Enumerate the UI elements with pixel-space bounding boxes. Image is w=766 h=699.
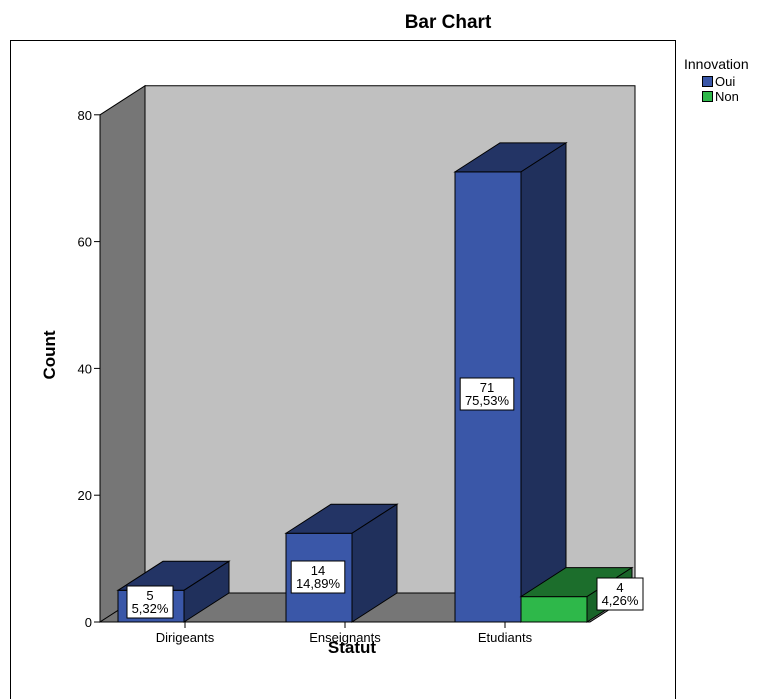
x-axis-title: Statut	[328, 638, 377, 657]
x-tick-label: Dirigeants	[156, 630, 215, 645]
data-label-oui-etudiants-box	[459, 377, 515, 411]
data-label-non-etudiants-percent: 4,26%	[602, 593, 639, 608]
data-label-oui-dirigeants-percent: 5,32%	[132, 601, 169, 616]
legend-swatch-non	[702, 91, 713, 102]
legend-label-non: Non	[715, 89, 739, 104]
data-label-non-etudiants-box	[596, 577, 644, 611]
legend-item-non: Non	[702, 89, 749, 104]
y-tick-label: 60	[78, 235, 92, 250]
data-label-oui-etudiants-count: 71	[480, 380, 494, 395]
data-label-oui-enseignants-count: 14	[311, 563, 325, 578]
x-tick-label: Etudiants	[478, 630, 533, 645]
side-wall	[99, 84, 146, 623]
legend-label-oui: Oui	[715, 74, 736, 89]
data-label-non-etudiants: 44,26%	[596, 577, 644, 611]
y-axis-title: Count	[40, 330, 59, 379]
legend-swatch-oui	[702, 76, 713, 87]
x-tick-label: Enseignants	[309, 630, 381, 645]
data-label-oui-enseignants-percent: 14,89%	[296, 576, 341, 591]
y-tick-label: 40	[78, 361, 92, 376]
data-label-oui-enseignants-box	[290, 560, 346, 594]
y-tick-label: 20	[78, 488, 92, 503]
plot-frame	[10, 40, 676, 699]
legend: Innovation Oui Non	[684, 56, 749, 104]
y-tick-label: 80	[78, 108, 92, 123]
bar-oui-enseignants-side	[351, 503, 398, 623]
data-label-non-etudiants-count: 4	[616, 580, 623, 595]
bar-non-etudiants-front	[520, 596, 588, 623]
bar-oui-etudiants-side	[520, 141, 567, 623]
data-label-oui-etudiants-percent: 75,53%	[465, 393, 510, 408]
y-tick-label: 0	[85, 615, 92, 630]
data-label-oui-dirigeants-box	[126, 585, 174, 619]
chart-title: Bar Chart	[404, 12, 492, 33]
data-label-oui-dirigeants-count: 5	[146, 588, 153, 603]
bar-oui-dirigeants-side	[183, 560, 230, 623]
legend-title: Innovation	[684, 56, 749, 72]
data-label-oui-dirigeants: 55,32%	[126, 585, 174, 619]
legend-item-oui: Oui	[702, 74, 749, 89]
